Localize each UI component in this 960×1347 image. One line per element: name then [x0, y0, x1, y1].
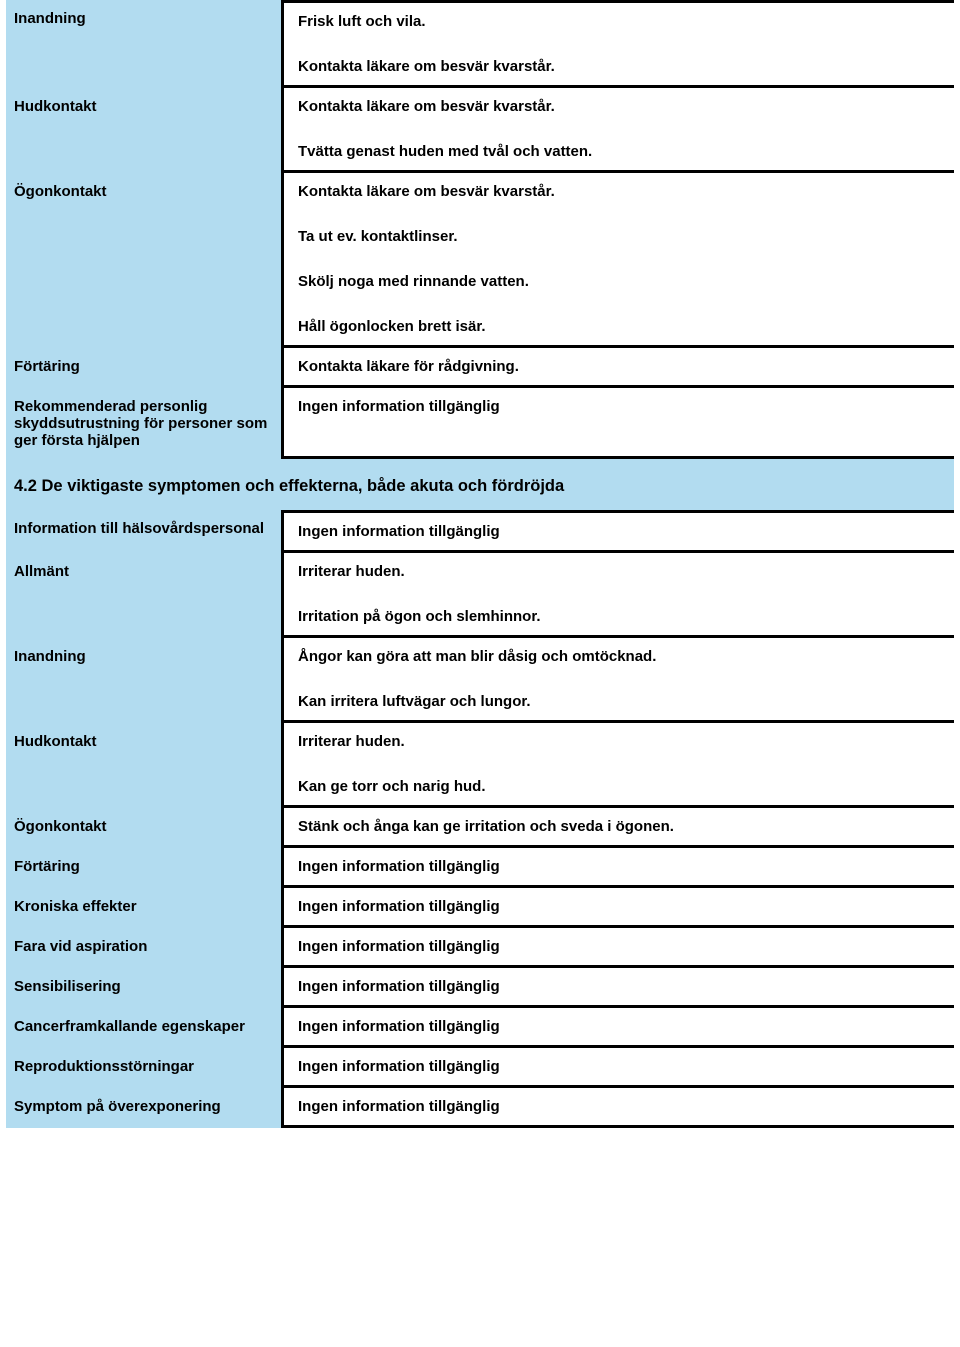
table-row: Förtäring Kontakta läkare för rådgivning. — [6, 348, 954, 388]
value-line: Kontakta läkare för rådgivning. — [298, 358, 944, 375]
table-row: Symptom på överexponering Ingen informati… — [6, 1088, 954, 1128]
row-label: Kroniska effekter — [6, 888, 281, 928]
row-label: Förtäring — [6, 848, 281, 888]
value-line: Ingen information tillgänglig — [298, 938, 944, 955]
row-value: Ingen information tillgänglig — [281, 928, 954, 968]
value-line: Irriterar huden. — [298, 563, 944, 580]
value-line: Irritation på ögon och slemhinnor. — [298, 608, 944, 625]
row-label: Fara vid aspiration — [6, 928, 281, 968]
value-line: Skölj noga med rinnande vatten. — [298, 273, 944, 290]
section-heading-row: 4.2 De viktigaste symptomen och effekter… — [6, 459, 954, 510]
value-line: Ingen information tillgänglig — [298, 1098, 944, 1115]
row-value: Irriterar huden. Kan ge torr och narig hu… — [281, 723, 954, 808]
table-row: Förtäring Ingen information tillgänglig — [6, 848, 954, 888]
row-value: Ingen information tillgänglig — [281, 1008, 954, 1048]
row-value: Ingen information tillgänglig — [281, 388, 954, 459]
table-row: Allmänt Irriterar huden. Irritation på ögo… — [6, 553, 954, 638]
value-line: Kontakta läkare om besvär kvarstår. — [298, 183, 944, 200]
table-row: Information till hälsovårdspersonal Ingen… — [6, 510, 954, 553]
value-line: Tvätta genast huden med tvål och vatten. — [298, 143, 944, 160]
row-label: Hudkontakt — [6, 723, 281, 808]
row-label: Allmänt — [6, 553, 281, 638]
sds-table: Inandning Frisk luft och vila. Kontakta lä… — [6, 0, 954, 1128]
row-label: Hudkontakt — [6, 88, 281, 173]
value-line: Kan irritera luftvägar och lungor. — [298, 693, 944, 710]
row-label: Reproduktionsstörningar — [6, 1048, 281, 1088]
row-value: Kontakta läkare om besvär kvarstår. Ta ut… — [281, 173, 954, 348]
value-line: Håll ögonlocken brett isär. — [298, 318, 944, 335]
row-label: Inandning — [6, 638, 281, 723]
table-row: HudkontaktKontakta läkare om besvär kvar… — [6, 88, 954, 173]
table-row: Inandning Frisk luft och vila. Kontakta lä… — [6, 0, 954, 88]
value-line: Kontakta läkare om besvär kvarstår. — [298, 98, 944, 115]
table-row: Cancerframkallande egenskaper Ingen infor… — [6, 1008, 954, 1048]
row-label: Symptom på överexponering — [6, 1088, 281, 1128]
row-label: Förtäring — [6, 348, 281, 388]
row-value: Kontakta läkare för rådgivning. — [281, 348, 954, 388]
value-line: Ingen information tillgänglig — [298, 898, 944, 915]
row-value: Ingen information tillgänglig — [281, 1048, 954, 1088]
value-line: Ingen information tillgänglig — [298, 398, 944, 415]
table-row: Kroniska effekter Ingen information tillg… — [6, 888, 954, 928]
value-line: Kan ge torr och narig hud. — [298, 778, 944, 795]
row-label: Ögonkontakt — [6, 808, 281, 848]
value-line: Ångor kan göra att man blir dåsig och om… — [298, 648, 944, 665]
row-value: Irriterar huden. Irritation på ögon och s… — [281, 553, 954, 638]
value-line: Irriterar huden. — [298, 733, 944, 750]
value-line: Kontakta läkare om besvär kvarstår. — [298, 58, 944, 75]
section-heading: 4.2 De viktigaste symptomen och effekter… — [6, 459, 954, 510]
table-row: Hudkontakt Irriterar huden. Kan ge torr oc… — [6, 723, 954, 808]
row-value: Ångor kan göra att man blir dåsig och om… — [281, 638, 954, 723]
sds-table-container: Inandning Frisk luft och vila. Kontakta lä… — [0, 0, 960, 1128]
row-label: Information till hälsovårdspersonal — [6, 510, 281, 553]
table-row: Fara vid aspiration Ingen information til… — [6, 928, 954, 968]
row-value: Ingen information tillgänglig — [281, 888, 954, 928]
value-line: Stänk och ånga kan ge irritation och sve… — [298, 818, 944, 835]
table-row: ÖgonkontaktKontakta läkare om besvär kva… — [6, 173, 954, 348]
table-row: Rekommenderad personlig skyddsutrustning… — [6, 388, 954, 459]
table-row: Ögonkontakt Stänk och ånga kan ge irritat… — [6, 808, 954, 848]
value-line: Ingen information tillgänglig — [298, 523, 944, 540]
row-label: Sensibilisering — [6, 968, 281, 1008]
row-value: Kontakta läkare om besvär kvarstår. Tvätt… — [281, 88, 954, 173]
row-value: Ingen information tillgänglig — [281, 510, 954, 553]
value-line: Frisk luft och vila. — [298, 13, 944, 30]
value-line: Ingen information tillgänglig — [298, 978, 944, 995]
row-value: Ingen information tillgänglig — [281, 848, 954, 888]
row-label: Rekommenderad personlig skyddsutrustning… — [6, 388, 281, 459]
table-row: Sensibilisering Ingen information tillgän… — [6, 968, 954, 1008]
value-line: Ingen information tillgänglig — [298, 1018, 944, 1035]
row-label: Cancerframkallande egenskaper — [6, 1008, 281, 1048]
value-line: Ingen information tillgänglig — [298, 858, 944, 875]
table-row: Inandning Ångor kan göra att man blir dås… — [6, 638, 954, 723]
table-row: Reproduktionsstörningar Ingen information… — [6, 1048, 954, 1088]
row-value: Stänk och ånga kan ge irritation och sve… — [281, 808, 954, 848]
row-value: Ingen information tillgänglig — [281, 968, 954, 1008]
row-label: Ögonkontakt — [6, 173, 281, 348]
row-value: Frisk luft och vila. Kontakta läkare om b… — [281, 0, 954, 88]
row-label: Inandning — [6, 0, 281, 88]
row-value: Ingen information tillgänglig — [281, 1088, 954, 1128]
value-line: Ingen information tillgänglig — [298, 1058, 944, 1075]
value-line: Ta ut ev. kontaktlinser. — [298, 228, 944, 245]
